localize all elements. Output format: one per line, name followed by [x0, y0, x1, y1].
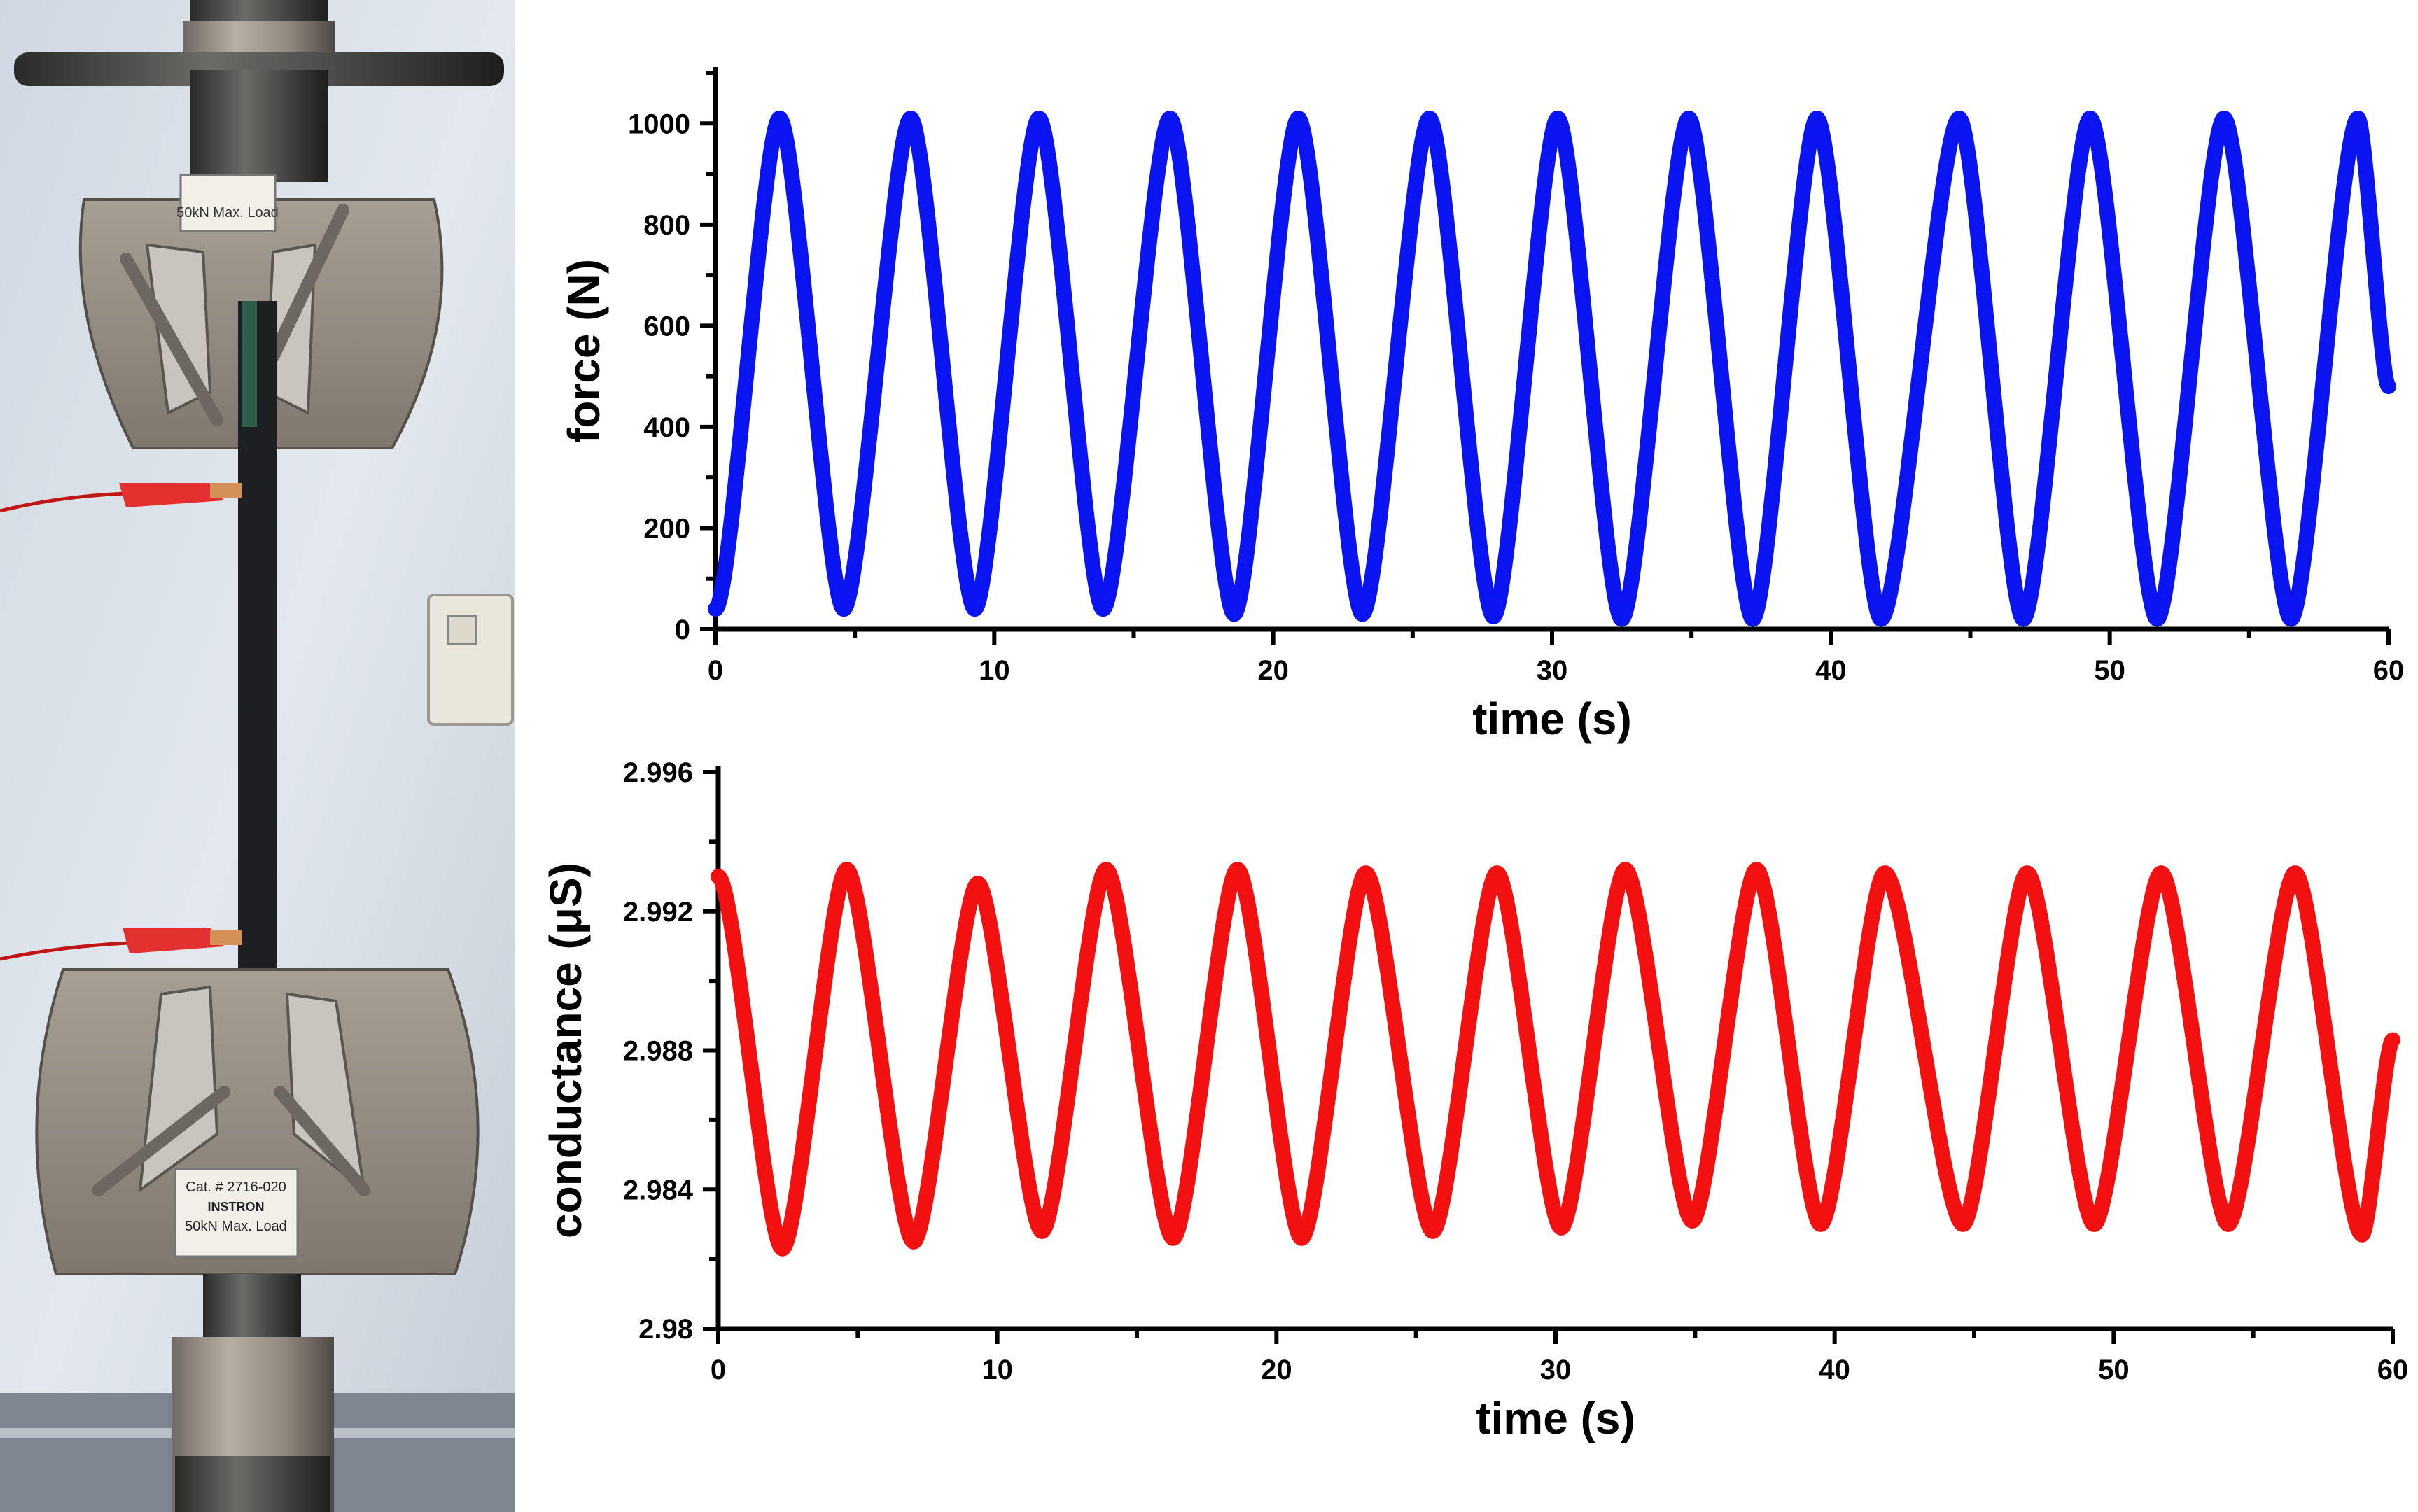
force-y-axis-title: force (N): [559, 259, 609, 443]
conductance-y-tick-label: 2.992: [623, 897, 693, 927]
force-x-tick-label: 50: [2094, 655, 2125, 686]
conductance-y-tick-label: 2.984: [623, 1175, 694, 1205]
conductance-x-tick-label: 60: [2377, 1354, 2409, 1385]
lower-grip-label: [174, 1168, 299, 1258]
conductance-chart: 0 10 20 30 40 50 60 2.98 2.984 2.988 2.992 2.996 tim…: [540, 757, 2408, 1443]
upper-grip-label: [179, 174, 277, 232]
conductance-series-line: [711, 862, 2400, 1256]
lower-grip: [35, 968, 480, 1275]
force-y-tick-label: 600: [643, 311, 690, 342]
lower-grip-brand: INSTRON: [208, 1200, 265, 1214]
force-x-tick-label: 0: [708, 655, 723, 686]
conductance-x-tick-label: 20: [1261, 1354, 1292, 1385]
conductance-x-tick-label: 30: [1540, 1354, 1572, 1385]
lower-alligator-clip: [123, 927, 224, 953]
force-y-tick-label: 400: [643, 412, 690, 443]
force-y-tick-label: 0: [675, 615, 690, 645]
lower-grip-catalog: Cat. # 2716-020: [186, 1180, 286, 1195]
force-x-tick-label: 60: [2373, 655, 2405, 686]
force-x-axis-title: time (s): [1472, 694, 1632, 744]
conductance-y-tick-label: 2.98: [638, 1314, 693, 1345]
lower-actuator-shaft: [203, 1274, 301, 1337]
wall-socket: [427, 594, 514, 726]
force-y-tick-label: 200: [643, 513, 690, 544]
force-y-tick-label: 800: [643, 210, 690, 241]
force-y-tick-label: 1000: [628, 108, 690, 139]
conductance-x-axis-title: time (s): [1476, 1393, 1635, 1443]
force-x-tick-label: 40: [1815, 655, 1847, 686]
conductance-x-tick-label: 10: [981, 1354, 1013, 1385]
upper-grip-label-text: 50kN Max. Load: [176, 205, 279, 220]
upper-alligator-clip: [119, 483, 224, 507]
force-x-tick-label: 10: [979, 655, 1010, 686]
lock-handle: [14, 52, 504, 86]
force-x-tick-label: 20: [1257, 655, 1289, 686]
conductance-y-tick-label: 2.996: [623, 757, 693, 788]
force-x-tick-label: 30: [1537, 655, 1568, 686]
tensile-test-photo: 50kN Max. Load Cat. # 2716-020 INSTRON 5…: [0, 0, 515, 1512]
conductance-y-axis-title: conductance (μS): [540, 862, 591, 1238]
force-series-line: [708, 111, 2396, 627]
conductance-y-tick-label: 2.988: [623, 1036, 693, 1067]
conductance-x-tick-label: 0: [711, 1354, 726, 1385]
lower-grip-load: 50kN Max. Load: [185, 1219, 287, 1234]
conductance-x-tick-label: 40: [1819, 1354, 1850, 1385]
conductance-x-tick-label: 50: [2098, 1354, 2130, 1385]
